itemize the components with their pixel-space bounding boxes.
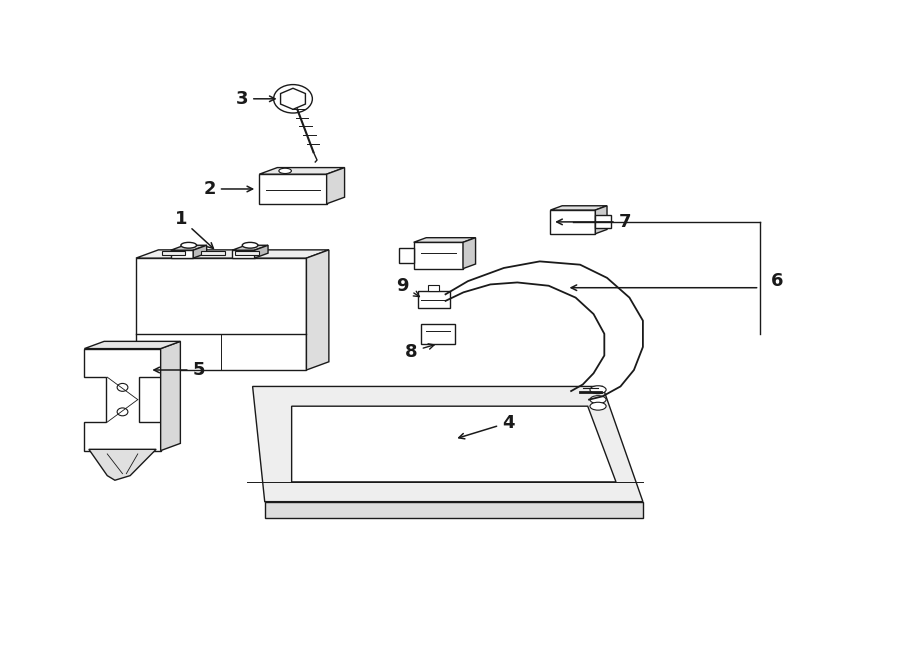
Polygon shape [89,449,157,481]
Text: 9: 9 [396,277,419,297]
Text: 1: 1 [175,210,213,249]
Polygon shape [414,243,463,268]
Text: 6: 6 [771,272,784,290]
Circle shape [117,383,128,391]
Ellipse shape [590,396,606,404]
Ellipse shape [242,243,258,248]
Polygon shape [136,250,328,258]
Text: 3: 3 [236,90,275,108]
Polygon shape [232,251,255,258]
Circle shape [117,408,128,416]
Polygon shape [596,206,607,234]
Polygon shape [160,341,180,451]
Text: 7: 7 [557,213,631,231]
Bar [428,285,439,292]
Polygon shape [414,238,475,243]
Bar [596,215,610,229]
Polygon shape [171,251,194,258]
Bar [400,249,414,262]
Bar [418,292,450,308]
Ellipse shape [181,243,196,248]
Polygon shape [171,245,207,251]
Bar [421,324,455,344]
Bar [201,251,225,254]
Polygon shape [194,245,207,258]
Polygon shape [306,250,328,370]
Text: 2: 2 [203,180,253,198]
Polygon shape [327,168,345,204]
Polygon shape [259,168,345,174]
Polygon shape [551,206,607,210]
Polygon shape [136,258,306,370]
Bar [235,251,258,254]
Ellipse shape [590,403,606,410]
Text: 5: 5 [154,361,205,379]
Polygon shape [259,174,327,204]
Polygon shape [281,89,305,109]
Polygon shape [255,245,268,258]
Text: 8: 8 [405,342,434,360]
Bar [161,251,185,254]
Polygon shape [551,210,596,234]
Polygon shape [85,348,160,451]
Ellipse shape [590,386,606,394]
Ellipse shape [279,169,292,174]
Polygon shape [253,387,643,502]
Polygon shape [292,407,616,482]
Polygon shape [463,238,475,268]
Text: 4: 4 [459,414,515,439]
Polygon shape [85,341,180,348]
Polygon shape [265,502,643,518]
Polygon shape [232,245,268,251]
